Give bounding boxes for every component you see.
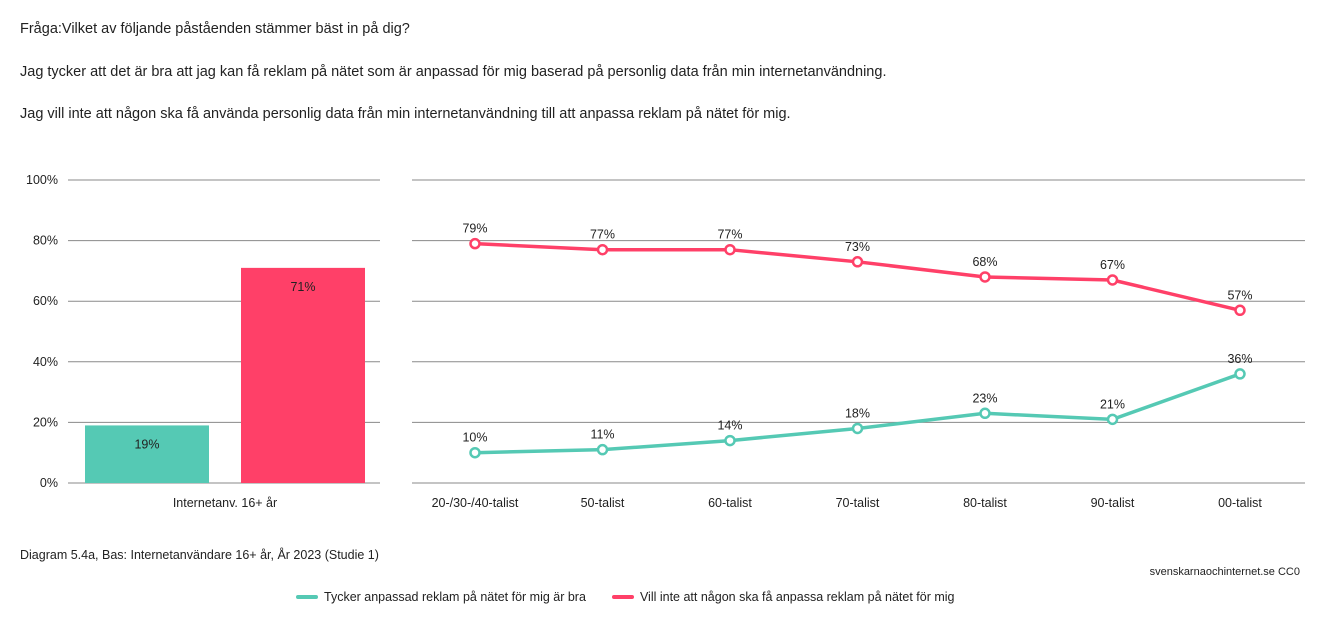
bar <box>85 425 209 483</box>
x-tick-label: 90-talist <box>1091 496 1135 510</box>
data-point <box>469 237 481 250</box>
data-point <box>1234 368 1246 380</box>
data-point <box>1106 413 1119 426</box>
data-point <box>1234 304 1246 317</box>
legend-swatch <box>611 595 634 599</box>
bar-label: 19% <box>134 437 159 451</box>
legend-item-teal[interactable]: Tycker anpassad reklam på nätet för mig … <box>296 590 586 604</box>
statement-1: Jag tycker att det är bra att jag kan få… <box>20 64 887 80</box>
bar-label: 71% <box>290 280 315 294</box>
data-label: 68% <box>972 255 997 269</box>
data-point <box>724 243 736 256</box>
chart-svg: 0% 20% 40% 60% 80% 100% 19% 71% Internetanv. 16+… <box>26 173 1305 510</box>
statement-2: Jag vill inte att någon ska få använda p… <box>20 106 791 122</box>
data-label: 67% <box>1100 258 1125 272</box>
y-tick-label: 60% <box>33 294 58 308</box>
data-label: 18% <box>845 406 870 420</box>
data-label: 77% <box>717 228 742 242</box>
data-point <box>469 446 481 459</box>
data-point <box>596 443 609 456</box>
data-label: 79% <box>462 222 487 236</box>
y-tick-label: 20% <box>33 415 58 429</box>
legend: Tycker anpassad reklam på nätet för mig … <box>296 590 954 604</box>
data-point <box>596 243 609 256</box>
legend-swatch <box>296 595 318 599</box>
x-tick-label: 60-talist <box>708 496 752 510</box>
legend-label: Tycker anpassad reklam på nätet för mig … <box>324 590 586 604</box>
question-text: Fråga:Vilket av följande påståenden stäm… <box>20 21 410 37</box>
data-label: 57% <box>1227 288 1252 302</box>
data-label: 77% <box>590 228 615 242</box>
x-tick-label: 70-talist <box>836 496 880 510</box>
data-point <box>979 271 991 283</box>
x-tick-label: 50-talist <box>581 496 625 510</box>
y-tick-label: 100% <box>26 173 58 187</box>
x-tick-label: Internetanv. 16+ år <box>173 496 277 510</box>
x-tick-label: 00-talist <box>1218 496 1262 510</box>
y-tick-label: 40% <box>33 355 58 369</box>
data-label: 10% <box>462 431 487 445</box>
data-label: 73% <box>845 240 870 254</box>
bar <box>241 267 365 483</box>
data-point <box>724 434 736 447</box>
legend-label: Vill inte att någon ska få anpassa rekla… <box>639 590 955 604</box>
data-label: 36% <box>1227 352 1252 366</box>
data-label: 23% <box>972 391 997 405</box>
data-point <box>851 256 864 268</box>
y-tick-label: 0% <box>40 476 58 490</box>
caption: Diagram 5.4a, Bas: Internetanvändare 16+… <box>20 548 379 562</box>
data-label: 14% <box>717 419 742 433</box>
y-tick-label: 80% <box>33 234 58 248</box>
source: svenskarnaochinternet.se CC0 <box>1149 566 1300 578</box>
x-tick-label: 20-/30-/40-talist <box>432 496 519 510</box>
legend-item-pink[interactable]: Vill inte att någon ska få anpassa rekla… <box>611 590 955 604</box>
data-label: 11% <box>590 428 614 442</box>
data-point <box>1106 274 1119 286</box>
data-point <box>979 407 991 420</box>
data-point <box>851 422 864 435</box>
data-label: 21% <box>1100 397 1125 411</box>
x-tick-label: 80-talist <box>963 496 1007 510</box>
